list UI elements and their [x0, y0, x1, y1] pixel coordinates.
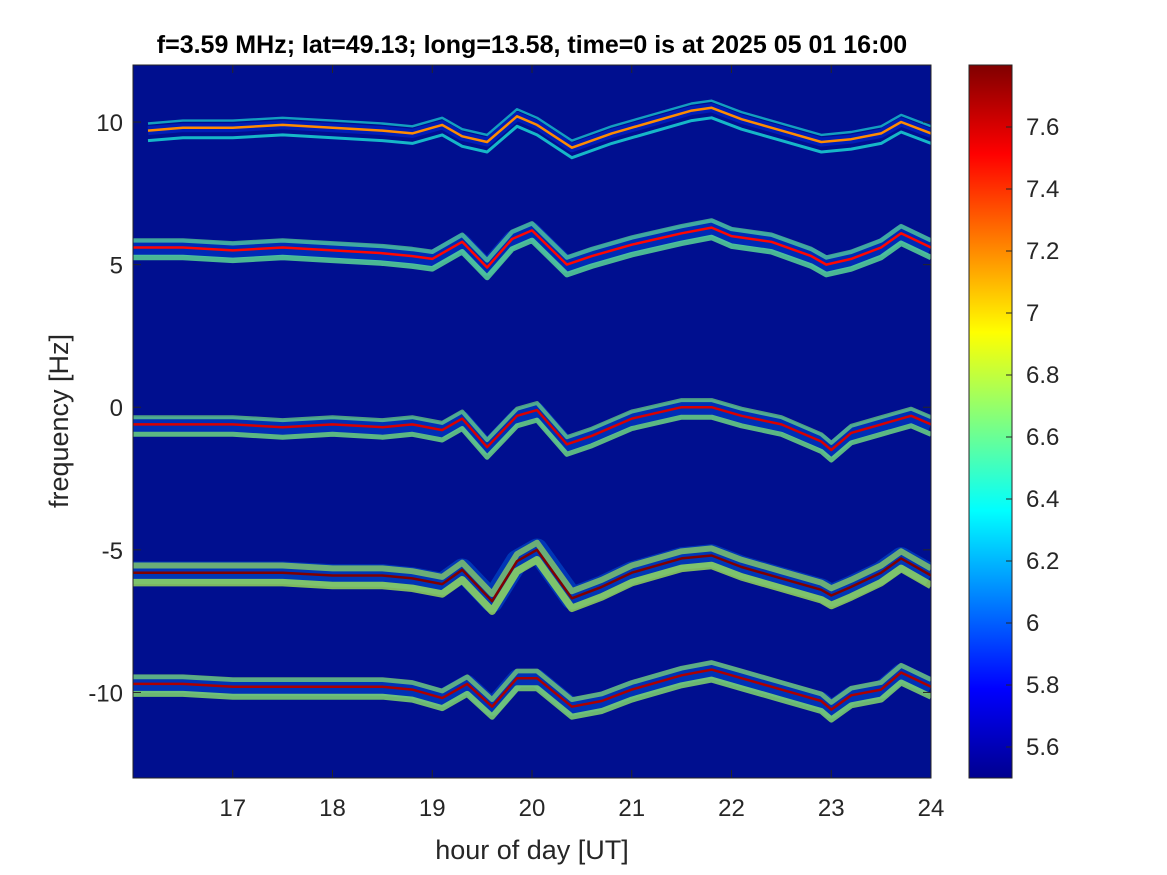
ridge-2-lower — [133, 414, 931, 463]
ridge-1-upper — [133, 218, 931, 263]
ridge-3-lower — [133, 556, 931, 615]
spectral-ridges — [133, 99, 931, 723]
colorbar-tick-label: 6 — [1026, 610, 1039, 637]
y-tick-label: 5 — [110, 253, 123, 280]
colorbar-tick-label: 7.4 — [1026, 176, 1059, 203]
colorbar-tick-label: 7 — [1026, 300, 1039, 327]
ridge-2-core — [133, 405, 931, 452]
colorbar — [968, 64, 1013, 779]
colorbar-tick-label: 7.6 — [1026, 114, 1059, 141]
ridge-4 — [133, 660, 931, 723]
x-tick-label: 21 — [618, 795, 645, 822]
ridge-4-upper — [133, 660, 931, 705]
x-tick-label: 20 — [519, 795, 546, 822]
ridge-1-core — [133, 226, 931, 269]
x-tick-label: 23 — [818, 795, 845, 822]
ridge-4-lower — [133, 676, 931, 723]
colorbar-tick-label: 6.8 — [1026, 362, 1059, 389]
ridge-1-lower — [133, 234, 931, 281]
ridge-0-lower — [147, 116, 931, 160]
colorbar-tick-label: 6.6 — [1026, 424, 1059, 451]
y-tick-label: -10 — [88, 680, 123, 707]
colorbar-tick-label: 7.2 — [1026, 238, 1059, 265]
y-tick-label: 10 — [96, 110, 123, 137]
y-tick-label: -5 — [102, 538, 123, 565]
ridge-2 — [133, 398, 931, 463]
ridge-0 — [147, 99, 931, 160]
y-tick-label: 0 — [110, 395, 123, 422]
ridge-3 — [133, 538, 931, 615]
x-tick-label: 22 — [718, 795, 745, 822]
x-tick-label: 19 — [419, 795, 446, 822]
ridge-2-upper — [133, 398, 931, 445]
colorbar-tick-label: 6.4 — [1026, 486, 1059, 513]
y-axis-label: frequency [Hz] — [44, 334, 74, 508]
colorbar-tick-label: 5.8 — [1026, 672, 1059, 699]
colorbar-tick-label: 5.6 — [1026, 734, 1059, 761]
colorbar-ticks: 5.6 5.8 6 6.2 6.4 6.6 6.8 7 7.2 7.4 7.6 — [1006, 114, 1059, 761]
ridge-0-upper — [147, 99, 931, 142]
y-axis: -10 -5 0 5 10 — [88, 110, 931, 707]
ridge-1 — [133, 218, 931, 281]
ridge-3-core — [133, 548, 931, 603]
x-tick-label: 18 — [319, 795, 346, 822]
x-axis: 17 18 19 20 21 22 23 24 — [219, 65, 944, 822]
colorbar-tick-label: 6.2 — [1026, 548, 1059, 575]
chart-title: f=3.59 MHz; lat=49.13; long=13.58, time=… — [157, 31, 907, 59]
x-tick-label: 17 — [219, 795, 246, 822]
x-axis-label: hour of day [UT] — [435, 835, 629, 865]
x-tick-label: 24 — [918, 795, 945, 822]
ridge-3-upper — [133, 539, 931, 597]
ridge-0-core — [147, 106, 931, 149]
ridge-4-core — [133, 668, 931, 711]
